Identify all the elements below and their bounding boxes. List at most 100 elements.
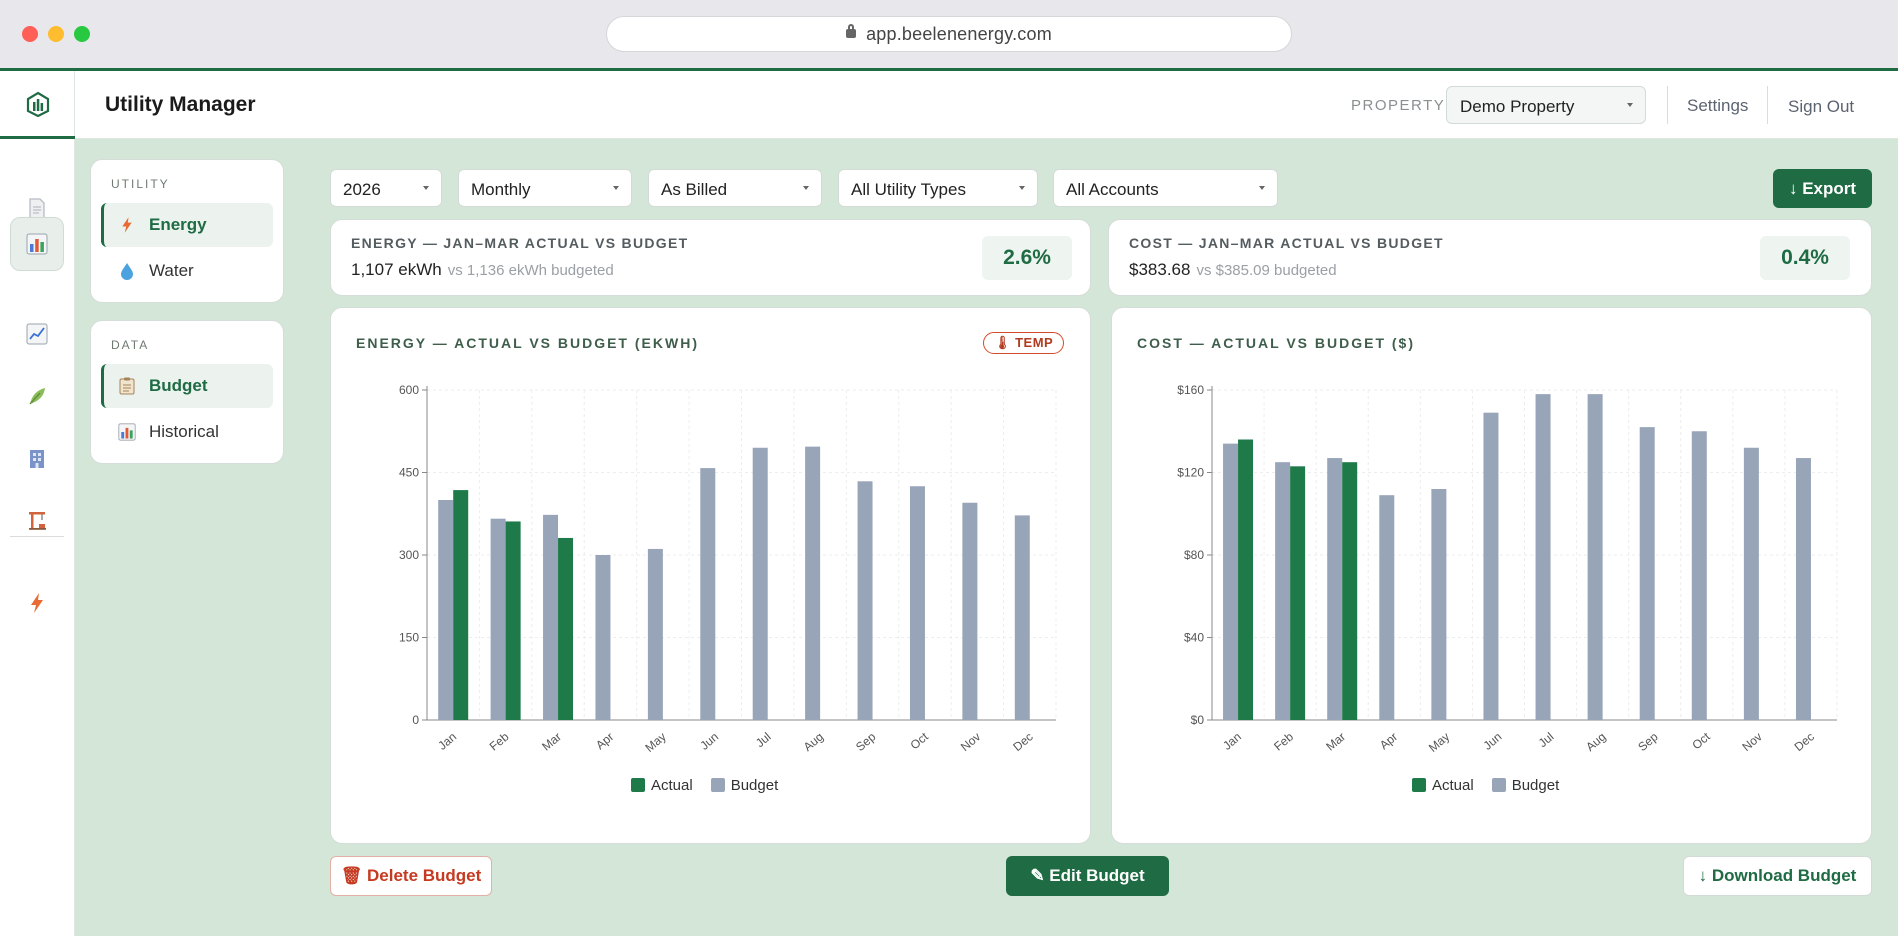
export-button[interactable]: ↓ Export <box>1773 169 1872 208</box>
energy-bar-chart: 0 150 300 450 600 Jan Feb Mar Apr May Jun Jul Aug Sep… <box>399 383 1057 755</box>
y-tick-label: 150 <box>399 631 419 645</box>
bar-budget-feb <box>490 518 506 720</box>
chevron-down-icon <box>1019 186 1025 190</box>
property-select-value: Demo Property <box>1460 97 1575 116</box>
accent-line <box>0 68 1898 71</box>
download-budget-button[interactable]: ↓ Download Budget <box>1683 856 1872 896</box>
clipboard-icon <box>117 377 137 395</box>
bar-budget-feb <box>1275 462 1291 720</box>
x-tick-label: Sep <box>1635 729 1661 754</box>
x-tick-label: Jul <box>753 730 774 751</box>
edit-budget-button[interactable]: ✎ Edit Budget <box>1006 856 1169 896</box>
sidebar-item-water[interactable]: Water <box>101 249 273 293</box>
legend-item-budget[interactable]: Budget <box>1491 777 1560 794</box>
divider <box>1667 86 1668 124</box>
chevron-down-icon <box>423 186 429 190</box>
property-select[interactable]: Demo Property <box>1446 86 1646 124</box>
y-tick-label: $80 <box>1184 548 1204 562</box>
legend-swatch <box>1491 778 1506 792</box>
legend-label: Budget <box>1511 777 1560 794</box>
maximize-window-button[interactable] <box>74 26 90 42</box>
basis-select[interactable]: As Billed <box>648 169 822 207</box>
address-bar[interactable]: app.beelenenergy.com <box>606 16 1292 52</box>
y-tick-label: 450 <box>399 466 419 480</box>
sidebar-item-energy[interactable]: Energy <box>101 203 273 247</box>
rail-energy[interactable] <box>10 576 64 630</box>
energy-summary-card: ENERGY — JAN–MAR ACTUAL VS BUDGET 1,107 … <box>330 219 1091 296</box>
bar-actual-feb <box>1290 466 1306 720</box>
bar-budget-dec <box>1795 458 1811 720</box>
accounts-select[interactable]: All Accounts <box>1053 169 1278 207</box>
utility-card: UTILITY Energy Water <box>90 159 284 303</box>
x-tick-label: May <box>1426 730 1452 755</box>
period-select-value: Monthly <box>471 180 531 199</box>
rail-construction[interactable] <box>10 493 64 547</box>
bar-budget-dec <box>1014 515 1030 720</box>
accounts-select-value: All Accounts <box>1066 180 1159 199</box>
divider <box>1767 86 1768 124</box>
bar-actual-jan <box>1238 439 1254 720</box>
temp-toggle[interactable]: 🌡 TEMP <box>983 332 1065 354</box>
x-tick-label: Dec <box>1010 730 1035 754</box>
legend-item-actual[interactable]: Actual <box>631 777 693 794</box>
crane-icon <box>29 512 46 530</box>
bar-budget-jun <box>700 468 716 720</box>
x-tick-label: Nov <box>958 730 983 754</box>
cost-actual-value: $383.68 <box>1129 260 1191 279</box>
bar-budget-apr <box>595 555 611 720</box>
app-logo[interactable] <box>0 71 75 139</box>
url-text: app.beelenenergy.com <box>866 23 1052 44</box>
property-label: PROPERTY <box>1351 97 1446 114</box>
chevron-down-icon <box>1627 103 1633 107</box>
cost-chart-legend: Actual Budget <box>1412 777 1559 794</box>
rail-trends[interactable] <box>10 307 64 361</box>
x-tick-label: Feb <box>1271 729 1296 753</box>
bar-budget-sep <box>857 481 873 720</box>
delete-budget-button[interactable]: 🗑 Delete Budget <box>330 856 492 896</box>
legend-swatch <box>631 778 645 792</box>
line-chart-icon <box>26 323 48 345</box>
x-tick-label: Aug <box>1583 730 1608 754</box>
energy-chart-legend: Actual Budget <box>631 777 778 794</box>
bolt-icon <box>31 593 43 613</box>
x-tick-label: Jan <box>1220 730 1244 753</box>
bar-budget-may <box>1431 489 1447 720</box>
bar-budget-jul <box>1535 394 1551 720</box>
y-tick-label: $0 <box>1191 713 1205 727</box>
x-tick-label: Feb <box>487 729 512 753</box>
x-tick-label: Sep <box>853 729 879 754</box>
legend-item-budget[interactable]: Budget <box>710 777 778 794</box>
bar-actual-mar <box>1342 462 1358 720</box>
cost-budget-value: vs $385.09 budgeted <box>1196 262 1337 279</box>
cost-chart-card: COST — ACTUAL VS BUDGET ($) $0 $40 $80 $120… <box>1111 307 1872 844</box>
cost-chart-title: COST — ACTUAL VS BUDGET ($) <box>1137 335 1416 351</box>
sidebar-item-historical[interactable]: Historical <box>101 410 273 454</box>
legend-swatch <box>1412 778 1426 792</box>
icon-rail <box>0 71 75 936</box>
rail-budget-charts[interactable] <box>10 217 64 271</box>
period-select[interactable]: Monthly <box>458 169 632 207</box>
sidebar-item-budget[interactable]: Budget <box>101 364 273 408</box>
legend-item-actual[interactable]: Actual <box>1412 777 1474 794</box>
minimize-window-button[interactable] <box>48 26 64 42</box>
rail-sustainability[interactable] <box>10 369 64 423</box>
rail-divider <box>10 536 64 537</box>
year-select[interactable]: 2026 <box>330 169 442 207</box>
rail-buildings[interactable] <box>10 431 64 485</box>
browser-chrome: app.beelenenergy.com <box>0 0 1898 68</box>
energy-chart-title: ENERGY — ACTUAL VS BUDGET (EKWH) <box>356 335 699 351</box>
bar-actual-mar <box>558 537 574 720</box>
bar-budget-apr <box>1379 495 1395 720</box>
bar-chart-icon <box>117 423 137 441</box>
sign-out-link[interactable]: Sign Out <box>1788 97 1855 116</box>
legend-label: Actual <box>1432 777 1474 794</box>
top-bar: Utility Manager PROPERTY Demo Property S… <box>75 71 1898 139</box>
close-window-button[interactable] <box>22 26 38 42</box>
rail-documents[interactable] <box>10 182 64 236</box>
bar-actual-jan <box>453 490 469 720</box>
settings-link[interactable]: Settings <box>1687 96 1749 115</box>
utility-type-select[interactable]: All Utility Types <box>838 169 1038 207</box>
x-tick-label: Jul <box>1536 730 1557 751</box>
energy-actual-value: 1,107 ekWh <box>351 260 442 279</box>
lock-icon <box>846 23 857 38</box>
